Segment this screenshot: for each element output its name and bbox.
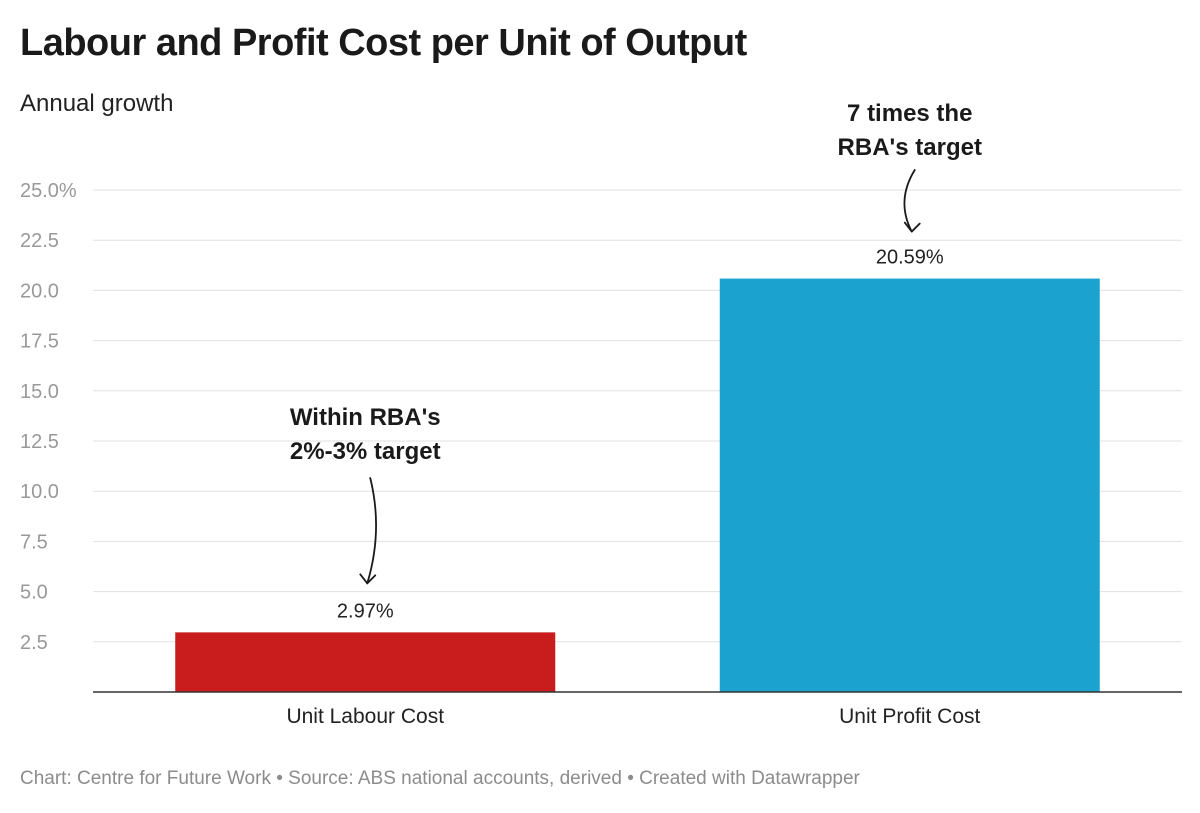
data-label: 20.59% <box>876 247 944 269</box>
bar <box>175 632 556 692</box>
annotation-text: RBA's target <box>838 134 982 161</box>
chart-footer: Chart: Centre for Future Work • Source: … <box>20 768 860 789</box>
y-tick-label: 22.5 <box>20 230 59 252</box>
data-label: 2.97% <box>337 600 394 622</box>
x-tick-label: Unit Labour Cost <box>286 705 444 728</box>
chart-subtitle: Annual growth <box>20 90 174 117</box>
y-tick-label: 15.0 <box>20 381 59 403</box>
y-tick-label: 7.5 <box>20 531 48 553</box>
bar <box>719 278 1100 692</box>
annotation-arrow <box>366 477 377 585</box>
y-tick-label: 25.0% <box>20 180 77 202</box>
annotation-arrowhead <box>359 573 377 585</box>
annotation-arrowhead <box>903 221 921 233</box>
y-tick-label: 17.5 <box>20 331 59 353</box>
chart-title: Labour and Profit Cost per Unit of Outpu… <box>20 22 747 64</box>
annotation-text: 7 times the <box>847 100 972 127</box>
annotation-text: Within RBA's <box>290 404 441 431</box>
y-tick-label: 12.5 <box>20 431 59 453</box>
y-tick-label: 10.0 <box>20 481 59 503</box>
y-tick-label: 20.0 <box>20 280 59 302</box>
x-tick-label: Unit Profit Cost <box>839 705 980 728</box>
y-tick-label: 5.0 <box>20 582 48 604</box>
y-tick-label: 2.5 <box>20 632 48 654</box>
annotation-text: 2%-3% target <box>290 438 441 465</box>
annotation-arrow <box>903 169 916 233</box>
